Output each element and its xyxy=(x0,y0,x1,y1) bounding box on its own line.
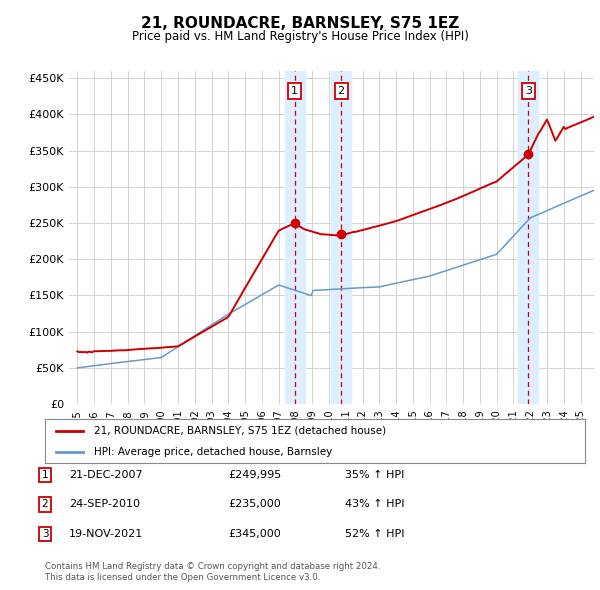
Text: HPI: Average price, detached house, Barnsley: HPI: Average price, detached house, Barn… xyxy=(94,447,332,457)
Text: 43% ↑ HPI: 43% ↑ HPI xyxy=(345,500,404,509)
Text: 1: 1 xyxy=(41,470,49,480)
Text: 3: 3 xyxy=(41,529,49,539)
Text: 24-SEP-2010: 24-SEP-2010 xyxy=(69,500,140,509)
Text: 35% ↑ HPI: 35% ↑ HPI xyxy=(345,470,404,480)
Text: 21, ROUNDACRE, BARNSLEY, S75 1EZ (detached house): 21, ROUNDACRE, BARNSLEY, S75 1EZ (detach… xyxy=(94,426,386,436)
Text: 52% ↑ HPI: 52% ↑ HPI xyxy=(345,529,404,539)
Text: 3: 3 xyxy=(525,86,532,96)
Text: Price paid vs. HM Land Registry's House Price Index (HPI): Price paid vs. HM Land Registry's House … xyxy=(131,30,469,43)
Text: 1: 1 xyxy=(291,86,298,96)
Text: 21, ROUNDACRE, BARNSLEY, S75 1EZ: 21, ROUNDACRE, BARNSLEY, S75 1EZ xyxy=(141,16,459,31)
Bar xyxy=(284,71,305,404)
Text: 19-NOV-2021: 19-NOV-2021 xyxy=(69,529,143,539)
Text: £345,000: £345,000 xyxy=(228,529,281,539)
Text: 21-DEC-2007: 21-DEC-2007 xyxy=(69,470,143,480)
Text: 2: 2 xyxy=(41,500,49,509)
Text: This data is licensed under the Open Government Licence v3.0.: This data is licensed under the Open Gov… xyxy=(45,572,320,582)
Bar xyxy=(518,71,538,404)
Text: Contains HM Land Registry data © Crown copyright and database right 2024.: Contains HM Land Registry data © Crown c… xyxy=(45,562,380,571)
Text: £235,000: £235,000 xyxy=(228,500,281,509)
Text: 2: 2 xyxy=(338,86,345,96)
Text: £249,995: £249,995 xyxy=(228,470,281,480)
Bar xyxy=(331,71,351,404)
